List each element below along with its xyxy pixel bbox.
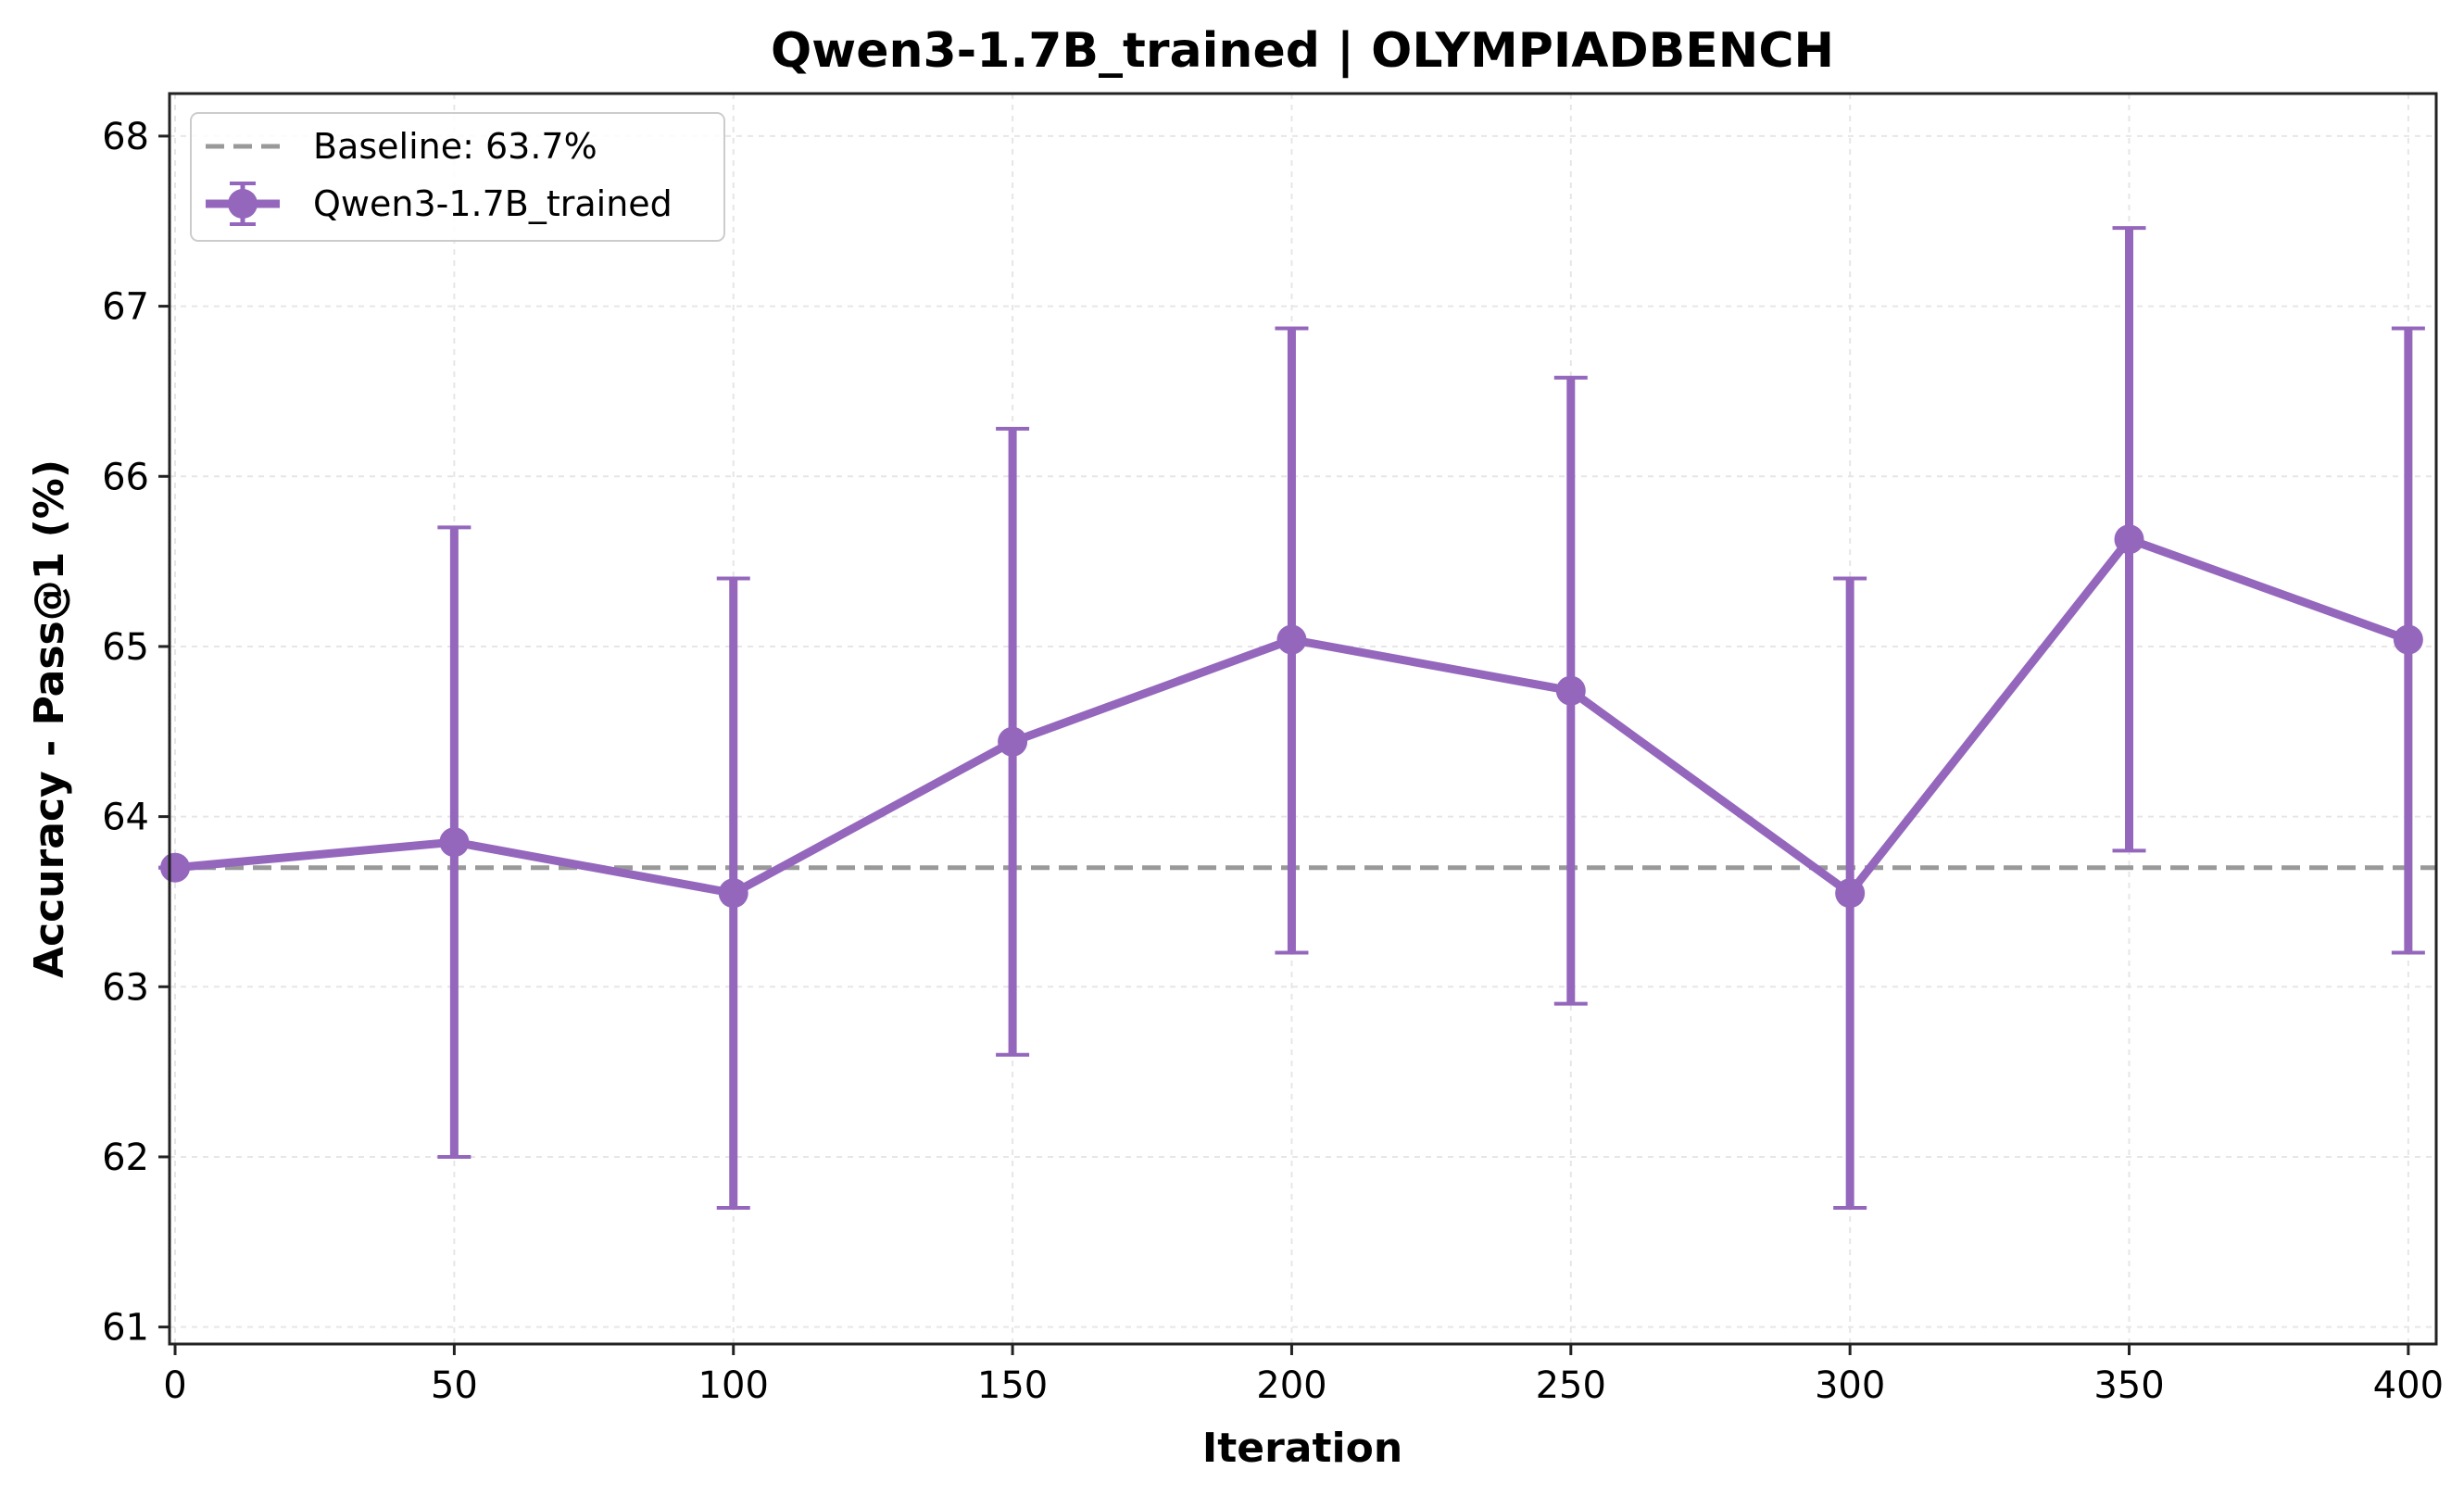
x-tick-label: 400 <box>2373 1364 2444 1407</box>
plot-frame <box>168 92 2438 1346</box>
x-tick-label: 100 <box>698 1364 769 1407</box>
y-tick-label: 66 <box>102 456 149 498</box>
data-point <box>439 827 470 858</box>
legend-series-swatch <box>206 182 280 226</box>
chart-title: Qwen3-1.7B_trained | OLYMPIADBENCH <box>771 23 1834 79</box>
y-tick-label: 64 <box>102 797 149 839</box>
y-axis-ticks: 61 62 63 64 65 66 67 68 <box>102 116 170 1350</box>
data-point <box>160 852 191 883</box>
data-point <box>1276 624 1307 655</box>
x-axis-label: Iteration <box>1202 1425 1402 1472</box>
x-axis-ticks: 0 50 100 150 200 250 300 350 400 <box>163 1344 2444 1407</box>
legend-series-label: Qwen3-1.7B_trained <box>313 183 673 224</box>
data-point <box>1555 675 1586 706</box>
x-tick-label: 0 <box>163 1364 186 1407</box>
x-tick-label: 300 <box>1815 1364 1885 1407</box>
data-point <box>2114 524 2144 555</box>
y-tick-label: 62 <box>102 1137 149 1179</box>
y-axis-label: Accuracy - Pass@1 (%) <box>26 459 73 978</box>
y-tick-label: 61 <box>102 1307 149 1350</box>
data-point <box>718 878 748 909</box>
y-tick-label: 65 <box>102 626 149 669</box>
data-point <box>1835 878 1866 909</box>
grid <box>170 94 2436 1344</box>
legend: Baseline: 63.7% Qwen3-1.7B_trained <box>190 112 725 242</box>
series <box>160 524 2423 909</box>
x-tick-label: 150 <box>977 1364 1048 1407</box>
x-tick-label: 200 <box>1256 1364 1326 1407</box>
data-point <box>998 726 1028 757</box>
y-tick-label: 68 <box>102 116 149 158</box>
y-tick-label: 67 <box>102 286 149 329</box>
legend-baseline-label: Baseline: 63.7% <box>313 126 597 167</box>
x-tick-label: 250 <box>1536 1364 1606 1407</box>
x-tick-label: 350 <box>2093 1364 2164 1407</box>
legend-box <box>190 112 725 242</box>
data-point <box>2393 624 2423 655</box>
y-tick-label: 63 <box>102 966 149 1009</box>
x-tick-label: 50 <box>431 1364 478 1407</box>
